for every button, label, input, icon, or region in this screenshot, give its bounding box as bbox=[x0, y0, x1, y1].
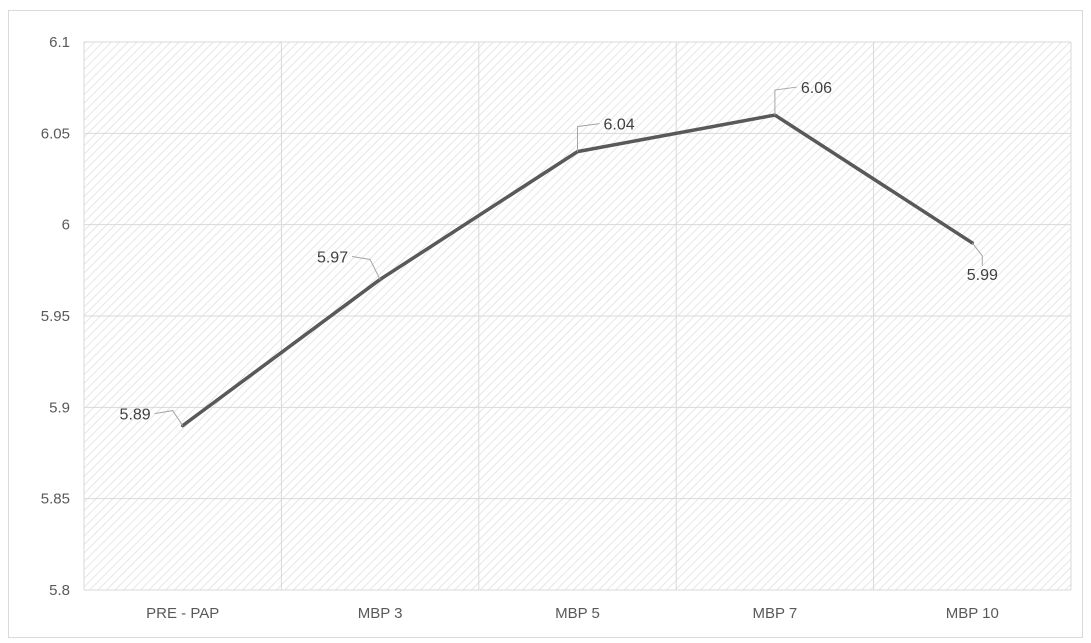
y-tick-label: 6.05 bbox=[41, 125, 70, 142]
data-label: 5.89 bbox=[120, 407, 151, 424]
data-label: 6.04 bbox=[604, 117, 635, 134]
y-tick-label: 6 bbox=[62, 217, 70, 234]
y-tick-label: 5.8 bbox=[49, 582, 70, 599]
y-tick-label: 5.95 bbox=[41, 308, 70, 325]
data-label: 5.97 bbox=[317, 249, 348, 266]
data-label-leader bbox=[774, 86, 797, 116]
y-tick-label: 5.9 bbox=[49, 399, 70, 416]
data-label-leader bbox=[577, 123, 600, 152]
data-labels: 5.89 5.97 6.04 6.06 5.99 bbox=[120, 80, 998, 426]
data-label-leader bbox=[352, 255, 381, 280]
x-tick-label: MBP 5 bbox=[555, 605, 600, 622]
y-tick-label: 5.85 bbox=[41, 491, 70, 508]
data-label: 6.06 bbox=[801, 80, 832, 97]
x-tick-label: MBP 7 bbox=[753, 605, 798, 622]
data-label: 5.99 bbox=[967, 267, 998, 284]
x-tick-label: MBP 3 bbox=[358, 605, 403, 622]
x-tick-label: MBP 10 bbox=[946, 605, 999, 622]
data-label-leader bbox=[971, 242, 983, 266]
data-label-leader bbox=[154, 410, 184, 426]
y-tick-label: 6.1 bbox=[49, 34, 70, 51]
x-tick-label: PRE - PAP bbox=[146, 605, 219, 622]
axis-labels: 5.8 5.85 5.9 5.95 6 6.05 6.1 PRE - PAP MBP 3 MBP … bbox=[41, 34, 999, 622]
